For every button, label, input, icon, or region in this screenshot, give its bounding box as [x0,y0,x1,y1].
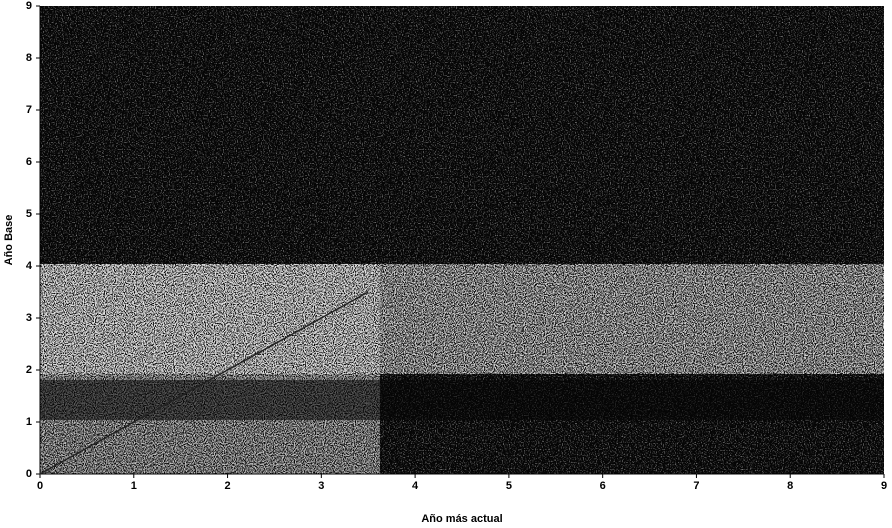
x-tick-label: 7 [693,480,699,492]
x-tick-label: 3 [318,480,324,492]
y-tick-label: 6 [26,156,32,168]
y-axis-title: Año Base [3,215,15,266]
y-tick-label: 8 [26,52,32,64]
series-line [39,291,369,475]
x-axis-title: Año más actual [421,513,502,525]
x-tick-label: 6 [600,480,606,492]
x-tick-label: 9 [881,480,887,492]
y-tick-label: 4 [26,260,33,272]
x-tick-label: 8 [787,480,793,492]
x-tick-label: 1 [131,480,137,492]
y-tick-label: 7 [26,104,32,116]
y-tick-label: 5 [26,208,32,220]
x-tick-label: 0 [37,480,43,492]
y-tick-label: 3 [26,312,32,324]
x-tick-label: 5 [506,480,512,492]
y-tick-label: 9 [26,0,32,12]
x-tick-label: 2 [224,480,230,492]
plot-background [40,6,884,474]
y-tick-label: 2 [26,364,32,376]
y-tick-label: 1 [26,416,32,428]
x-tick-label: 4 [412,480,419,492]
y-tick-label: 0 [26,468,32,480]
